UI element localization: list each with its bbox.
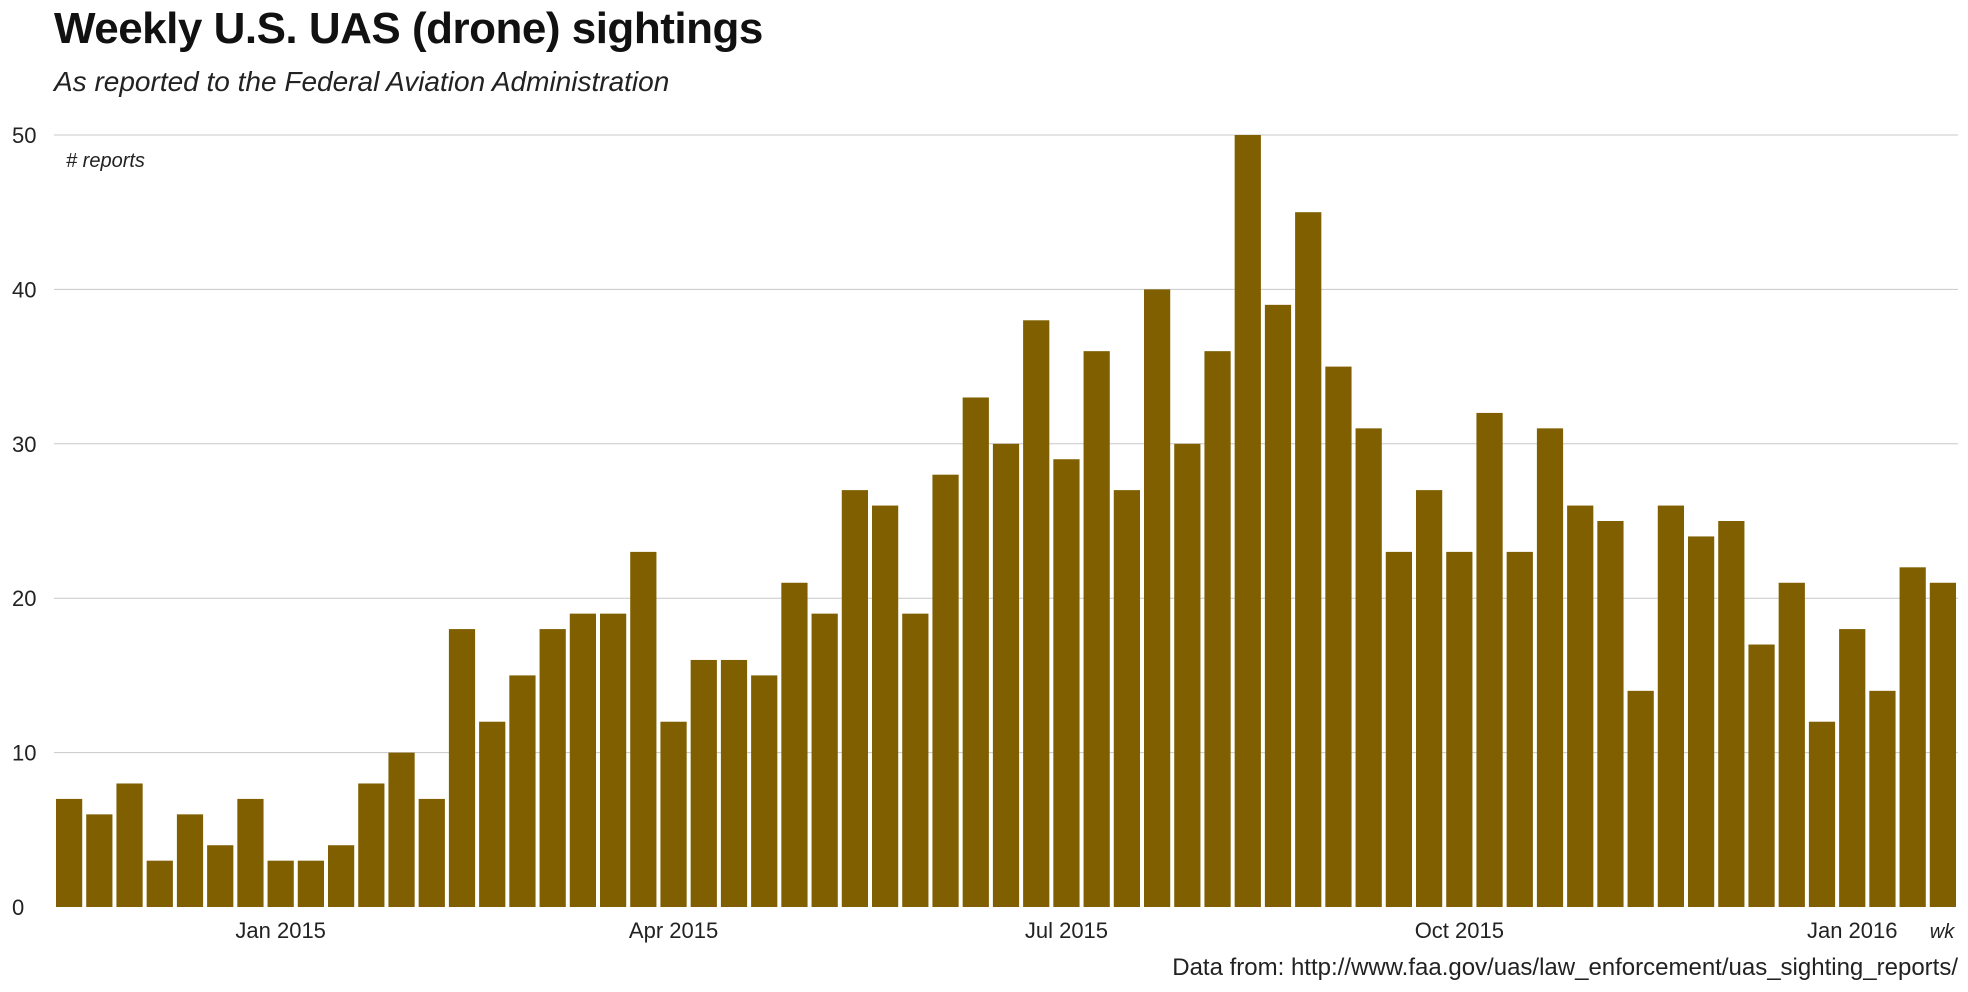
bar bbox=[841, 490, 868, 907]
bar bbox=[207, 845, 234, 907]
bar bbox=[1446, 551, 1473, 907]
bar bbox=[1416, 490, 1443, 907]
bar bbox=[781, 582, 808, 907]
chart-title: Weekly U.S. UAS (drone) sightings bbox=[54, 4, 763, 53]
bar bbox=[962, 397, 989, 907]
bar bbox=[1023, 320, 1050, 907]
bar bbox=[1657, 505, 1684, 907]
bar bbox=[1234, 135, 1261, 907]
bar bbox=[297, 860, 324, 907]
x-tick-label: Jan 2016 bbox=[1807, 918, 1898, 943]
bar bbox=[1929, 582, 1956, 907]
y-tick-label: 40 bbox=[12, 277, 36, 302]
x-tick-label: Jul 2015 bbox=[1025, 918, 1108, 943]
bar bbox=[1325, 366, 1352, 908]
chart-subtitle: As reported to the Federal Aviation Admi… bbox=[54, 66, 670, 97]
y-tick-label: 30 bbox=[12, 432, 36, 457]
bar bbox=[1264, 304, 1292, 908]
bar bbox=[1869, 690, 1896, 907]
bar bbox=[176, 814, 204, 907]
bar bbox=[872, 505, 899, 907]
bar bbox=[902, 613, 929, 907]
bar bbox=[1385, 551, 1412, 907]
bar bbox=[509, 675, 536, 907]
y-axis-ticks: 0 10 20 30 40 50 bbox=[12, 123, 36, 920]
bar bbox=[811, 613, 838, 907]
data-source-caption: Data from: http://www.faa.gov/uas/law_en… bbox=[1172, 954, 1958, 981]
bar bbox=[1144, 289, 1171, 907]
x-axis-label: wk bbox=[1930, 921, 1955, 943]
x-axis-ticks: Jan 2015 Apr 2015 Jul 2015 Oct 2015 Jan 2016 bbox=[235, 918, 1897, 943]
bar bbox=[146, 860, 173, 907]
bar bbox=[630, 551, 657, 907]
bar bbox=[1808, 721, 1836, 907]
bar bbox=[992, 443, 1020, 907]
bar bbox=[1295, 212, 1322, 907]
bar bbox=[358, 783, 385, 907]
bar bbox=[1899, 567, 1926, 907]
bar bbox=[1355, 428, 1382, 907]
bar bbox=[1627, 690, 1654, 907]
bar bbox=[1688, 536, 1715, 907]
bar bbox=[1597, 521, 1624, 907]
bar bbox=[569, 613, 596, 907]
bar bbox=[237, 798, 264, 907]
bar bbox=[1476, 412, 1503, 907]
y-tick-label: 20 bbox=[12, 586, 36, 611]
x-tick-label: Apr 2015 bbox=[629, 918, 718, 943]
bar bbox=[932, 474, 959, 907]
bar bbox=[1204, 351, 1231, 907]
bar bbox=[448, 629, 476, 907]
bar bbox=[479, 721, 506, 907]
bar bbox=[1506, 551, 1533, 907]
bar bbox=[690, 659, 717, 907]
bar bbox=[1778, 582, 1805, 907]
bar bbox=[267, 860, 294, 907]
bar bbox=[56, 798, 83, 907]
y-axis-label: # reports bbox=[66, 150, 145, 172]
y-tick-label: 0 bbox=[12, 895, 24, 920]
bar bbox=[1113, 490, 1140, 907]
bar bbox=[1174, 443, 1201, 907]
y-tick-label: 50 bbox=[12, 123, 36, 148]
bar bbox=[418, 798, 445, 907]
bar bbox=[1718, 521, 1745, 907]
bar bbox=[1053, 459, 1080, 907]
bar bbox=[1536, 428, 1564, 907]
bar bbox=[328, 845, 355, 907]
x-tick-label: Jan 2015 bbox=[235, 918, 326, 943]
bar bbox=[86, 814, 113, 907]
bar bbox=[720, 659, 748, 907]
bar bbox=[1083, 351, 1110, 907]
bar bbox=[116, 783, 143, 907]
bar bbox=[1839, 629, 1866, 907]
bar bbox=[1567, 505, 1594, 907]
bar bbox=[751, 675, 778, 907]
bar bbox=[660, 721, 687, 907]
bar bbox=[388, 752, 415, 907]
bar bbox=[539, 629, 566, 907]
y-tick-label: 10 bbox=[12, 741, 36, 766]
bar bbox=[600, 613, 627, 907]
bar bbox=[1748, 644, 1775, 907]
bars bbox=[56, 135, 1956, 908]
x-tick-label: Oct 2015 bbox=[1415, 918, 1504, 943]
